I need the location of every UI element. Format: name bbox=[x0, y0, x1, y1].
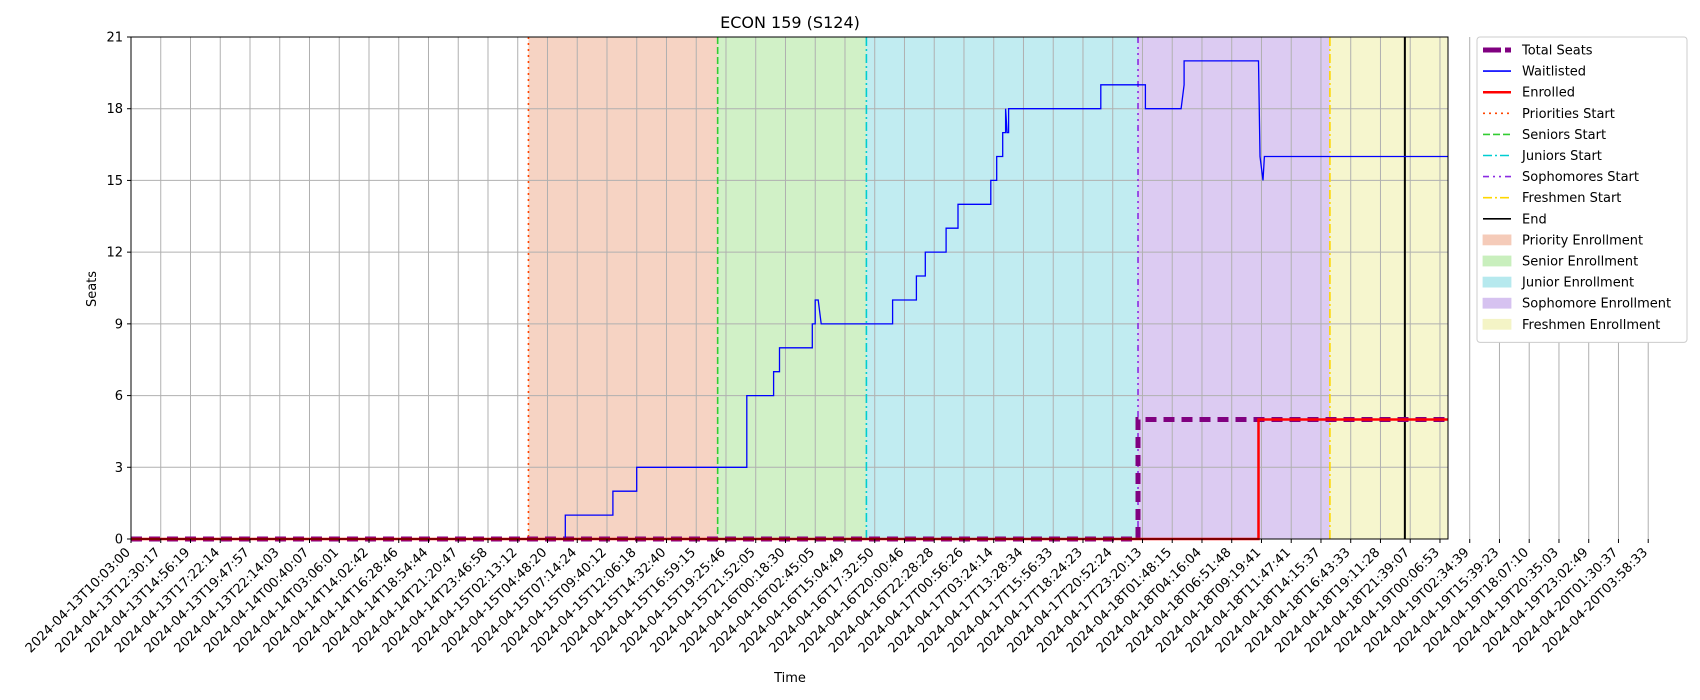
legend-label: Freshmen Enrollment bbox=[1522, 318, 1660, 333]
chart-title: ECON 159 (S124) bbox=[720, 13, 860, 32]
legend-label: Seniors Start bbox=[1522, 128, 1606, 143]
band-0 bbox=[528, 37, 718, 539]
legend-label: Priorities Start bbox=[1522, 107, 1615, 122]
y-tick-label: 21 bbox=[106, 31, 123, 46]
y-tick-label: 3 bbox=[115, 461, 123, 476]
x-axis-label: Time bbox=[773, 671, 806, 686]
legend-swatch bbox=[1482, 234, 1512, 246]
legend-label: End bbox=[1522, 212, 1547, 227]
y-tick-label: 0 bbox=[115, 533, 123, 548]
y-tick-label: 15 bbox=[106, 174, 123, 189]
legend-swatch bbox=[1482, 318, 1512, 330]
band-2 bbox=[866, 37, 1139, 539]
legend-label: Waitlisted bbox=[1522, 65, 1586, 80]
y-axis-label: Seats bbox=[85, 271, 100, 307]
legend-label: Enrolled bbox=[1522, 86, 1575, 101]
y-tick-label: 18 bbox=[106, 102, 123, 117]
legend-label: Juniors Start bbox=[1521, 149, 1602, 164]
band-4 bbox=[1329, 37, 1448, 539]
legend-swatch bbox=[1482, 297, 1512, 309]
legend-frame bbox=[1476, 36, 1688, 343]
legend-label: Junior Enrollment bbox=[1521, 276, 1634, 291]
legend-swatch bbox=[1482, 255, 1512, 267]
band-1 bbox=[717, 37, 867, 539]
y-tick-label: 12 bbox=[106, 246, 123, 261]
band-3 bbox=[1138, 37, 1330, 539]
y-tick-label: 9 bbox=[115, 317, 123, 332]
legend-label: Total Seats bbox=[1521, 44, 1593, 59]
x-axis-ticks: 2024-04-13T10:03:002024-04-13T12:30:1720… bbox=[23, 539, 1651, 656]
legend: Total Seats Waitlisted Enrolled Priorities … bbox=[1476, 36, 1688, 343]
plot-frame bbox=[130, 36, 1449, 540]
legend-swatch bbox=[1482, 276, 1512, 288]
legend-label: Sophomores Start bbox=[1522, 170, 1639, 185]
legend-label: Sophomore Enrollment bbox=[1522, 297, 1671, 312]
series-line-1 bbox=[131, 60, 1448, 540]
y-tick-label: 6 bbox=[115, 389, 123, 404]
legend-label: Senior Enrollment bbox=[1522, 255, 1638, 270]
legend-label: Freshmen Start bbox=[1522, 191, 1621, 206]
y-axis-ticks: 0 3 6 9 12 15 18 21 bbox=[106, 31, 131, 548]
enrollment-bands bbox=[528, 37, 1448, 539]
legend-label: Priority Enrollment bbox=[1522, 233, 1643, 248]
